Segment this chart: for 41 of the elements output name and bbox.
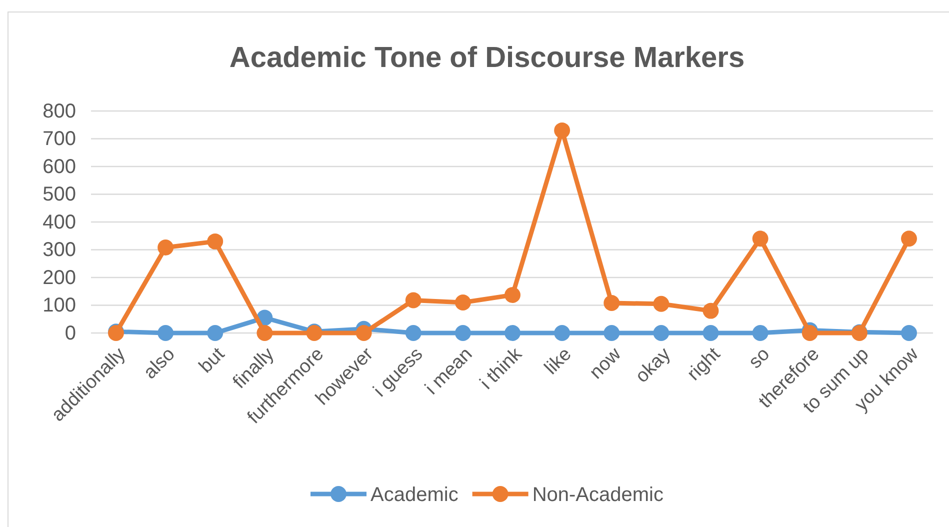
point: [702, 325, 719, 341]
point: [752, 325, 768, 341]
y-tick-label: 800: [42, 100, 76, 122]
x-tick-label: but: [195, 343, 230, 378]
point: [604, 295, 620, 311]
y-tick-label: 700: [42, 128, 76, 150]
point: [504, 287, 520, 303]
legend-label: Academic: [370, 484, 458, 506]
point: [554, 122, 570, 138]
point: [901, 230, 917, 247]
point: [752, 230, 768, 247]
point: [653, 296, 670, 312]
point: [604, 325, 620, 341]
x-tick-label: also: [140, 344, 180, 384]
x-tick-label: like: [540, 344, 576, 379]
point: [158, 325, 174, 341]
point: [454, 294, 471, 310]
legend-label: Non-Academic: [532, 484, 664, 506]
point: [554, 325, 570, 341]
y-tick-label: 200: [42, 266, 76, 289]
y-tick-label: 300: [42, 239, 76, 262]
point: [901, 325, 917, 341]
point: [405, 325, 422, 341]
y-tick-label: 0: [64, 322, 76, 344]
point: [454, 325, 471, 341]
x-tick-label: now: [586, 344, 626, 384]
point: [504, 325, 520, 341]
y-tick-label: 600: [42, 156, 76, 178]
point: [158, 240, 174, 256]
point: [207, 233, 224, 250]
point: [802, 325, 818, 341]
point: [653, 325, 670, 341]
point: [207, 325, 224, 341]
point: [702, 302, 719, 319]
y-tick-label: 500: [42, 184, 76, 206]
y-tick-label: 400: [42, 211, 76, 234]
point: [256, 325, 273, 341]
point: [356, 325, 372, 341]
point: [405, 292, 422, 308]
chart-title: Academic Tone of Discourse Markers: [229, 42, 745, 74]
y-tick-label: 100: [42, 294, 76, 317]
